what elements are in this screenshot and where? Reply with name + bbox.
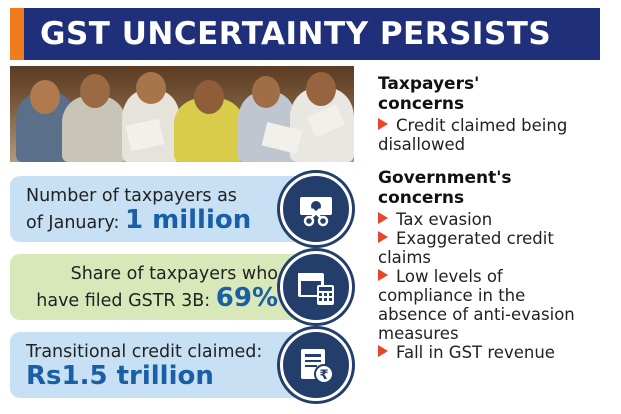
list-item: Fall in GST revenue [378, 343, 610, 362]
list-item: measures [378, 324, 459, 343]
rupee-document-icon: ₹ [280, 329, 352, 401]
stat-label-prefix: of January: [26, 213, 125, 233]
bullet-triangle-icon [378, 345, 388, 357]
stat-value: 1 million [124, 205, 252, 235]
crowd-of-taxpayers-photo [10, 66, 354, 162]
list-item: Low levels of [378, 267, 610, 286]
files-calculator-icon [280, 251, 352, 323]
title-bar: GST UNCERTAINTY PERSISTS [10, 8, 600, 60]
list-item-text: Tax evasion [396, 210, 493, 229]
stat-box-transitional-credit: Transitional credit claimed: Rs1.5 trill… [10, 332, 322, 398]
stat-box-taxpayers: Number of taxpayers as of January: 1 mil… [10, 176, 322, 242]
stat-box-gstr3b: Share of taxpayers who have filed GSTR 3… [10, 254, 322, 320]
taxpayers-concerns-heading: concerns [378, 94, 465, 114]
list-item-text: Exaggerated credit [396, 229, 554, 248]
government-concerns-heading: Government's [378, 168, 512, 188]
list-item: claims [378, 248, 432, 267]
list-item: disallowed [378, 135, 466, 154]
stat-label: Number of taxpayers as [26, 186, 237, 206]
stat-label: have filed GSTR 3B: 69% [26, 283, 306, 313]
concerns-column: Taxpayers' concerns Credit claimed being… [378, 74, 610, 362]
svg-text:₹: ₹ [319, 368, 328, 383]
list-item: Tax evasion [378, 210, 610, 229]
list-item-text: Fall in GST revenue [396, 343, 555, 362]
stat-label: of January: 1 million [26, 205, 306, 235]
title-accent [10, 8, 24, 60]
list-item-text: Credit claimed being [396, 116, 568, 135]
stat-label: Transitional credit claimed: [26, 342, 263, 362]
taxpayers-concerns-heading: Taxpayers' [378, 74, 480, 94]
list-item: compliance in the [378, 286, 526, 305]
bullet-triangle-icon [378, 212, 388, 224]
bullet-triangle-icon [378, 269, 388, 281]
list-item: Exaggerated credit [378, 229, 610, 248]
stat-label: Rs1.5 trillion [26, 361, 306, 391]
money-scissors-icon [280, 173, 352, 245]
government-concerns-heading: concerns [378, 188, 465, 208]
stat-value: 69% [215, 283, 278, 313]
list-item: absence of anti-evasion [378, 305, 575, 324]
stat-label-prefix: have filed GSTR 3B: [36, 291, 216, 311]
page-title: GST UNCERTAINTY PERSISTS [40, 16, 552, 52]
bullet-triangle-icon [378, 118, 388, 130]
list-item-text: Low levels of [396, 267, 503, 286]
bullet-triangle-icon [378, 231, 388, 243]
stat-label: Share of taxpayers who [70, 264, 278, 284]
stat-value: Rs1.5 trillion [26, 361, 214, 391]
list-item: Credit claimed being [378, 116, 610, 135]
